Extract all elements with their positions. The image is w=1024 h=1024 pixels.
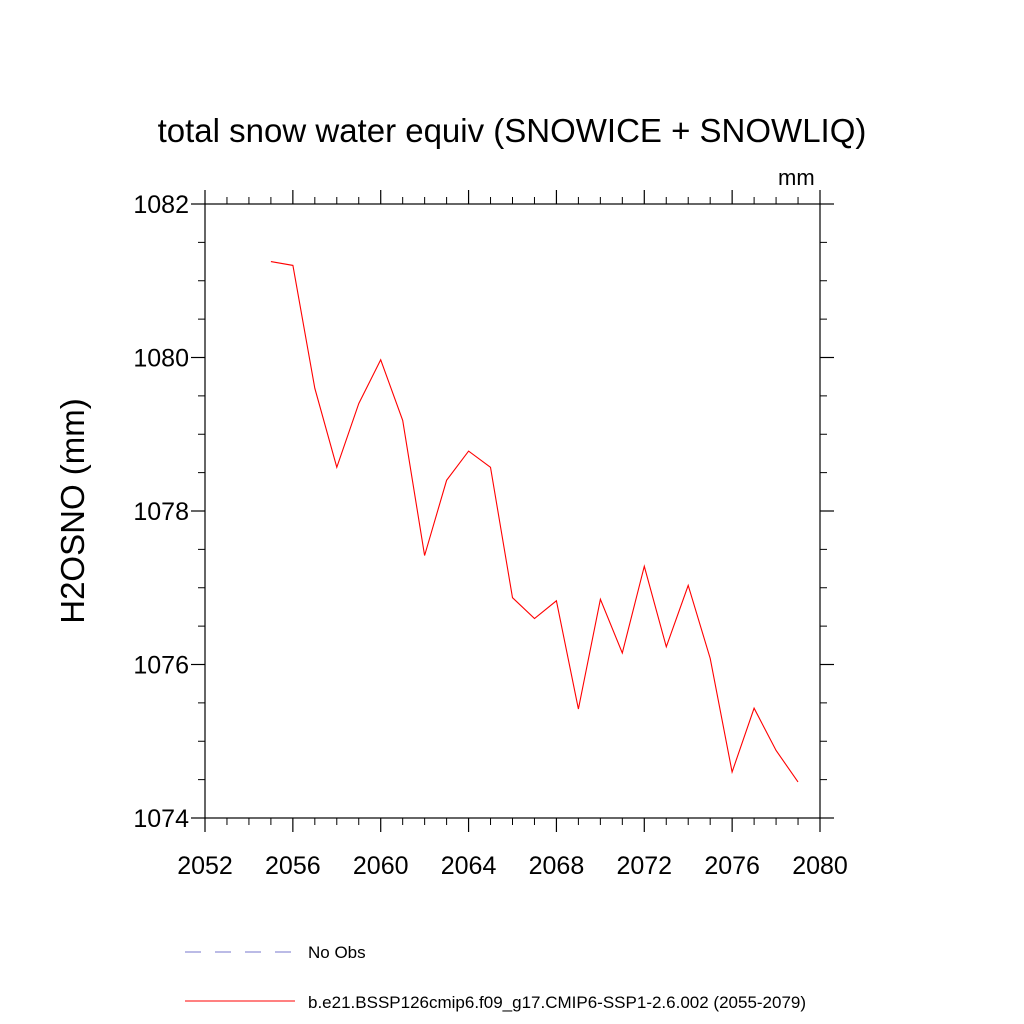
data-point — [512, 597, 513, 598]
data-point — [424, 555, 425, 556]
data-point — [534, 618, 535, 619]
data-point — [754, 708, 755, 709]
plot-frame — [204, 203, 821, 819]
data-point — [622, 652, 623, 653]
data-point — [402, 420, 403, 421]
data-point — [270, 261, 271, 262]
data-point — [336, 467, 337, 468]
data-point — [380, 359, 381, 360]
legend — [185, 951, 295, 1002]
x-tick-label: 2076 — [704, 852, 760, 880]
y-tick-label: 1080 — [133, 345, 189, 373]
data-point — [775, 750, 776, 751]
data-point — [600, 599, 601, 600]
data-point — [358, 403, 359, 404]
data-point — [578, 708, 579, 709]
data-point — [732, 771, 733, 772]
data-point — [666, 646, 667, 647]
data-point — [710, 658, 711, 659]
x-tick-label: 2060 — [353, 852, 409, 880]
y-tick-label: 1074 — [133, 805, 189, 833]
data-point — [446, 480, 447, 481]
series-group — [270, 261, 799, 783]
legend-label-model: b.e21.BSSP126cmip6.f09_g17.CMIP6-SSP1-2.… — [308, 993, 807, 1012]
y-tick-label: 1082 — [133, 191, 189, 219]
legend-label-no-obs: No Obs — [308, 943, 366, 962]
y-axis-label: H2OSNO (mm) — [54, 398, 91, 624]
data-point — [292, 265, 293, 266]
x-tick-label: 2068 — [529, 852, 585, 880]
data-point — [797, 781, 798, 782]
x-tick-label: 2072 — [616, 852, 672, 880]
x-tick-label: 2064 — [441, 852, 497, 880]
x-tick-label: 2052 — [177, 852, 233, 880]
y-tick-label: 1076 — [133, 652, 189, 680]
x-tick-label: 2080 — [792, 852, 848, 880]
data-point — [556, 600, 557, 601]
y-tick-label: 1078 — [133, 498, 189, 526]
series-line — [270, 261, 799, 783]
data-point — [468, 451, 469, 452]
axes: 2052 2056 2060 2064 2068 2072 2076 2080 1074 1076… — [54, 190, 848, 880]
units-label: mm — [778, 165, 815, 190]
data-point — [314, 388, 315, 389]
x-tick-label: 2056 — [265, 852, 321, 880]
chart-title: total snow water equiv (SNOWICE + SNOWLI… — [157, 112, 867, 149]
data-point — [688, 585, 689, 586]
data-point — [490, 467, 491, 468]
data-point — [644, 566, 645, 567]
